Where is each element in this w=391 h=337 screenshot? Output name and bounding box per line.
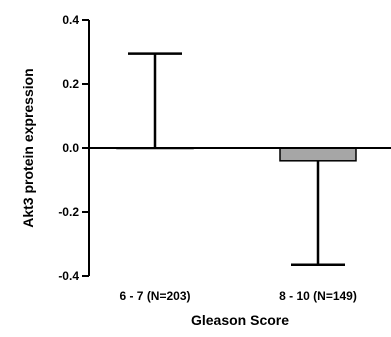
x-axis-title: Gleason Score — [191, 312, 289, 328]
y-tick-label: 0.2 — [62, 77, 79, 91]
y-tick-label: 0.4 — [62, 13, 79, 27]
y-tick-label: -0.2 — [58, 205, 79, 219]
bar — [279, 147, 357, 162]
y-tick-label: 0.0 — [62, 141, 79, 155]
y-tick-label: -0.4 — [58, 269, 79, 283]
category-label: 6 - 7 (N=203) — [119, 289, 190, 303]
category-label: 8 - 10 (N=149) — [279, 289, 357, 303]
y-axis-title: Akt3 protein expression — [20, 68, 36, 228]
